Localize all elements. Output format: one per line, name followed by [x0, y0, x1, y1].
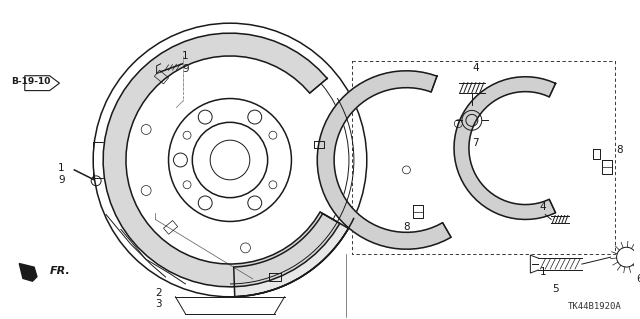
Text: 9: 9 — [58, 175, 65, 185]
Text: 4: 4 — [472, 63, 479, 73]
Text: 1: 1 — [182, 51, 189, 61]
Text: 8: 8 — [403, 222, 410, 233]
Bar — [163, 220, 178, 234]
Text: 9: 9 — [182, 64, 189, 74]
Text: 7: 7 — [472, 138, 479, 148]
Polygon shape — [19, 263, 37, 281]
Polygon shape — [234, 213, 348, 297]
Text: 5: 5 — [552, 284, 559, 294]
Text: TK44B1920A: TK44B1920A — [568, 302, 621, 311]
Text: 1: 1 — [58, 163, 65, 173]
Bar — [154, 70, 168, 84]
Text: 2: 2 — [156, 288, 162, 298]
Polygon shape — [454, 77, 556, 219]
Text: 3: 3 — [156, 299, 162, 309]
Polygon shape — [317, 71, 451, 249]
Text: 8: 8 — [616, 145, 623, 155]
Text: 4: 4 — [540, 202, 547, 211]
Text: 6: 6 — [636, 274, 640, 284]
Polygon shape — [103, 33, 340, 287]
Text: FR.: FR. — [49, 266, 70, 276]
Text: B-19-10: B-19-10 — [11, 77, 51, 86]
Text: 1: 1 — [540, 267, 547, 277]
